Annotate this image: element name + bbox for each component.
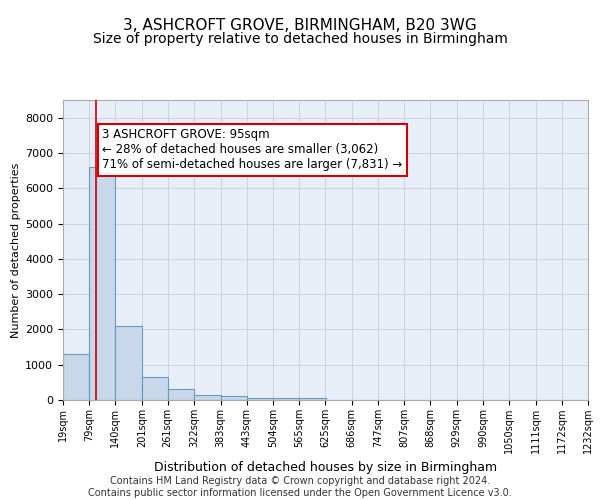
Bar (194, 396, 221, 400)
Text: Size of property relative to detached houses in Birmingham: Size of property relative to detached ho… (92, 32, 508, 46)
Bar (142, 377, 168, 400)
Bar (221, 396, 247, 400)
Bar (168, 390, 194, 400)
Bar (63, 354, 89, 400)
Text: Contains HM Land Registry data © Crown copyright and database right 2024.
Contai: Contains HM Land Registry data © Crown c… (88, 476, 512, 498)
Bar (299, 398, 326, 400)
X-axis label: Distribution of detached houses by size in Birmingham: Distribution of detached houses by size … (154, 462, 497, 474)
Text: 3, ASHCROFT GROVE, BIRMINGHAM, B20 3WG: 3, ASHCROFT GROVE, BIRMINGHAM, B20 3WG (123, 18, 477, 32)
Bar (273, 398, 299, 400)
Y-axis label: Number of detached properties: Number of detached properties (11, 162, 21, 338)
Bar (247, 398, 273, 400)
Bar (89, 167, 115, 400)
Text: 3 ASHCROFT GROVE: 95sqm
← 28% of detached houses are smaller (3,062)
71% of semi: 3 ASHCROFT GROVE: 95sqm ← 28% of detache… (103, 128, 403, 171)
Bar (115, 326, 142, 400)
